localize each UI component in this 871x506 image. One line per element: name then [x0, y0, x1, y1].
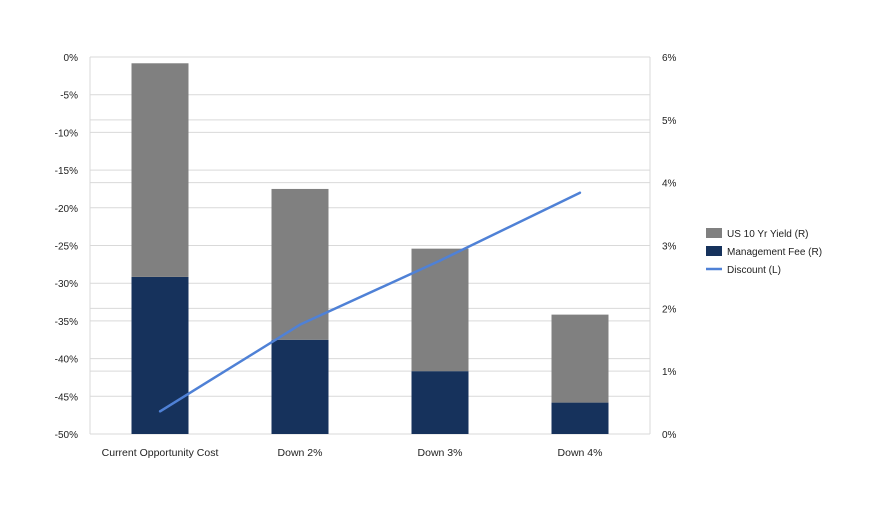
bar-us-10-yr-yield-r [551, 314, 609, 403]
left-tick-label: -25% [55, 242, 78, 253]
legend-label: Discount (L) [727, 265, 781, 276]
bar-us-10-yr-yield-r [131, 63, 189, 277]
legend-swatch [706, 228, 722, 238]
discount-point [298, 323, 302, 326]
left-tick-label: -30% [55, 279, 78, 290]
left-tick-label: -35% [55, 317, 78, 328]
left-tick-label: -20% [55, 204, 78, 215]
discount-point [158, 410, 162, 413]
discount-point [578, 191, 582, 194]
left-tick-label: 0% [64, 53, 79, 64]
left-tick-label: -5% [60, 91, 78, 102]
bar-us-10-yr-yield-r [271, 188, 329, 340]
category-label: Current Opportunity Cost [102, 447, 219, 459]
right-tick-label: 6% [662, 53, 677, 64]
right-axis: 6% 5% 4% 3% 2% 1% 0% [662, 53, 677, 441]
left-axis: 0% -5% -10% -15% -20% -25% -30% -35% -40% -45% -50… [55, 53, 78, 441]
right-tick-label: 0% [662, 430, 677, 441]
bar-management-fee-r [271, 339, 329, 434]
bars-layer [131, 63, 609, 434]
left-tick-label: -45% [55, 392, 78, 403]
left-tick-label: -15% [55, 166, 78, 177]
category-label: Down 2% [278, 447, 323, 459]
right-tick-label: 4% [662, 179, 677, 190]
legend-swatch [706, 246, 722, 256]
bar-management-fee-r [131, 276, 189, 434]
bar-management-fee-r [551, 402, 609, 434]
discount-point [438, 259, 442, 262]
legend-label: Management Fee (R) [727, 247, 822, 258]
right-tick-label: 5% [662, 116, 677, 127]
right-tick-label: 1% [662, 367, 677, 378]
left-tick-label: -50% [55, 430, 78, 441]
bar-management-fee-r [411, 371, 469, 434]
legend: US 10 Yr Yield (R) Management Fee (R) Disc… [706, 228, 822, 276]
line-layer [158, 191, 582, 413]
legend-label: US 10 Yr Yield (R) [727, 229, 809, 240]
discount-line [159, 191, 581, 413]
category-label: Down 4% [558, 447, 603, 459]
bar-us-10-yr-yield-r [411, 248, 469, 372]
category-label: Down 3% [418, 447, 463, 459]
right-tick-label: 2% [662, 304, 677, 315]
right-tick-label: 3% [662, 242, 677, 253]
left-tick-label: -40% [55, 355, 78, 366]
left-tick-label: -10% [55, 128, 78, 139]
x-axis: Current Opportunity Cost Down 2% Down 3% Do… [102, 447, 603, 459]
